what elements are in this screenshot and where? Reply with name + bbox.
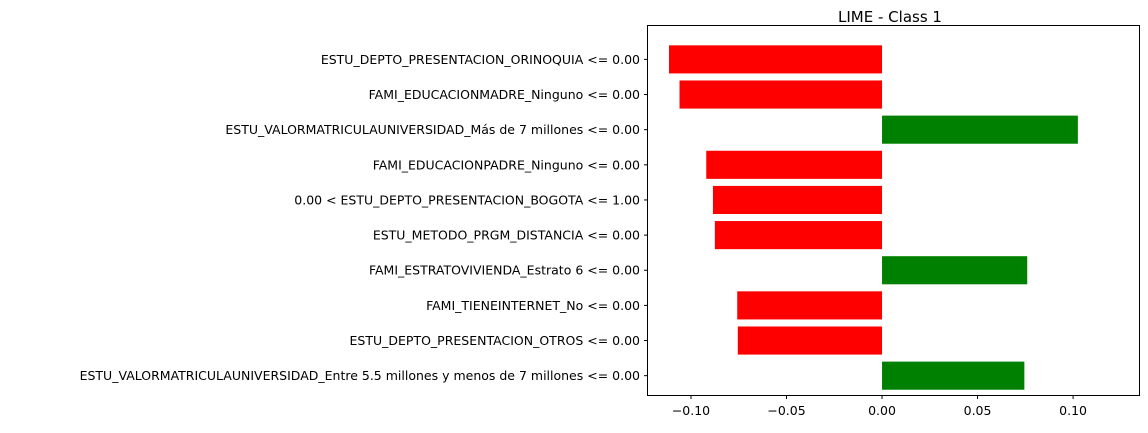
bar-2	[882, 115, 1078, 144]
bars-group	[669, 45, 1078, 390]
y-tick-label: FAMI_TIENEINTERNET_No <= 0.00	[426, 298, 640, 313]
bar-1	[679, 80, 883, 109]
plot-frame	[647, 25, 1140, 396]
y-tick-label: ESTU_VALORMATRICULAUNIVERSIDAD_Más de 7 …	[225, 122, 640, 137]
x-axis-ticks: −0.10 −0.05 0.00 0.05 0.10	[672, 395, 1087, 418]
y-tick-label: 0.00 < ESTU_DEPTO_PRESENTACION_BOGOTA <=…	[294, 192, 640, 207]
y-tick-label: ESTU_METODO_PRGM_DISTANCIA <= 0.00	[373, 228, 640, 243]
x-tick-label: 0.00	[868, 403, 896, 418]
x-tick-label: 0.05	[964, 403, 992, 418]
bar-5	[714, 221, 883, 250]
x-tick-label: 0.10	[1059, 403, 1087, 418]
x-tick-label: −0.10	[672, 403, 710, 418]
x-tick-label: −0.05	[767, 403, 805, 418]
bar-7	[737, 291, 883, 320]
y-tick-label: FAMI_EDUCACIONMADRE_Ninguno <= 0.00	[369, 87, 640, 102]
bar-9	[882, 361, 1025, 390]
bar-4	[712, 185, 883, 215]
y-tick-labels: ESTU_DEPTO_PRESENTACION_ORINOQUIA <= 0.0…	[80, 52, 648, 383]
y-tick-label: FAMI_EDUCACIONPADRE_Ninguno <= 0.00	[373, 157, 640, 172]
bar-0	[669, 45, 883, 74]
y-tick-label: ESTU_DEPTO_PRESENTACION_ORINOQUIA <= 0.0…	[321, 52, 640, 67]
y-tick-label: FAMI_ESTRATOVIVIENDA_Estrato 6 <= 0.00	[369, 263, 640, 278]
bar-6	[882, 256, 1028, 285]
bar-8	[737, 326, 883, 355]
y-tick-label: ESTU_DEPTO_PRESENTACION_OTROS <= 0.00	[350, 333, 641, 348]
y-tick-label: ESTU_VALORMATRICULAUNIVERSIDAD_Entre 5.5…	[80, 368, 640, 383]
chart-title: LIME - Class 1	[838, 8, 942, 26]
bar-3	[706, 150, 883, 179]
